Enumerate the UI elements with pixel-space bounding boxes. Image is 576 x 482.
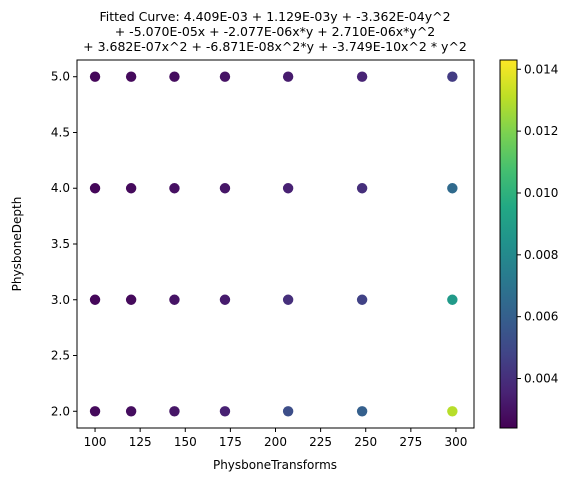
x-tick-label: 275: [399, 435, 422, 449]
scatter-point: [447, 294, 458, 305]
x-tick-label: 225: [309, 435, 332, 449]
scatter-point: [125, 183, 137, 194]
scatter-point: [169, 183, 180, 194]
scatter-point: [282, 71, 294, 82]
scatter-point: [125, 406, 137, 417]
x-tick-label: 150: [174, 435, 197, 449]
scatter-point: [356, 183, 368, 194]
y-tick-label: 5.0: [51, 70, 70, 84]
x-tick-label: 175: [219, 435, 242, 449]
y-tick-label: 2.5: [51, 349, 70, 363]
scatter-point: [89, 294, 101, 305]
scatter-point: [219, 71, 231, 82]
colorbar-tick-label: 0.006: [524, 310, 558, 324]
y-tick-label: 4.5: [51, 125, 70, 139]
y-axis-label: PhysboneDepth: [10, 197, 24, 292]
scatter-point: [169, 294, 180, 305]
scatter-point: [282, 406, 294, 417]
colorbar: 0.004 0.006 0.008 0.010 0.012 0.014: [499, 59, 558, 429]
x-tick-label: 300: [445, 435, 468, 449]
x-tick-label: 125: [129, 435, 152, 449]
y-axis: 2.0 2.5 3.0 3.5 4.0 4.5 5.0: [51, 70, 77, 418]
scatter-point: [282, 183, 294, 194]
x-tick-label: 250: [354, 435, 377, 449]
y-tick-label: 2.0: [51, 404, 70, 418]
scatter-point: [219, 183, 231, 194]
plot-frame: [76, 59, 475, 429]
scatter-point: [125, 294, 137, 305]
scatter-point: [125, 71, 137, 82]
y-tick-label: 3.0: [51, 293, 70, 307]
x-tick-label: 200: [264, 435, 287, 449]
y-tick-label: 4.0: [51, 181, 70, 195]
colorbar-tick-label: 0.014: [524, 62, 558, 76]
scatter-point: [447, 71, 458, 82]
scatter-point: [356, 71, 368, 82]
scatter-point: [447, 406, 458, 417]
y-tick-label: 3.5: [51, 237, 70, 251]
title-line-2: + -5.070E-05x + -2.077E-06x*y + 2.710E-0…: [115, 24, 436, 39]
scatter-point: [89, 183, 101, 194]
colorbar-tick-label: 0.010: [524, 186, 558, 200]
x-axis: 100 125 150 175 200 225 250 275 300: [84, 428, 468, 449]
x-axis-label: PhysboneTransforms: [213, 458, 337, 472]
x-tick-label: 100: [84, 435, 107, 449]
scatter-point: [169, 71, 180, 82]
colorbar-tick-label: 0.012: [524, 124, 558, 138]
scatter-point: [447, 183, 458, 194]
scatter-point: [169, 406, 180, 417]
scatter-point: [219, 406, 231, 417]
colorbar-gradient: [500, 60, 517, 428]
colorbar-tick-label: 0.008: [524, 248, 558, 262]
scatter-point: [89, 406, 101, 417]
title-line-3: + 3.682E-07x^2 + -6.871E-08x^2*y + -3.74…: [83, 39, 467, 54]
scatter-points: [89, 71, 458, 417]
scatter-point: [356, 406, 368, 417]
colorbar-tick-label: 0.004: [524, 372, 558, 386]
colorbar-frame: [499, 59, 518, 429]
title-line-1: Fitted Curve: 4.409E-03 + 1.129E-03y + -…: [99, 9, 450, 24]
chart-title: Fitted Curve: 4.409E-03 + 1.129E-03y + -…: [83, 9, 467, 54]
scatter-point: [282, 294, 294, 305]
scatter-point: [89, 71, 101, 82]
scatter-point: [219, 294, 231, 305]
scatter-point: [356, 294, 368, 305]
